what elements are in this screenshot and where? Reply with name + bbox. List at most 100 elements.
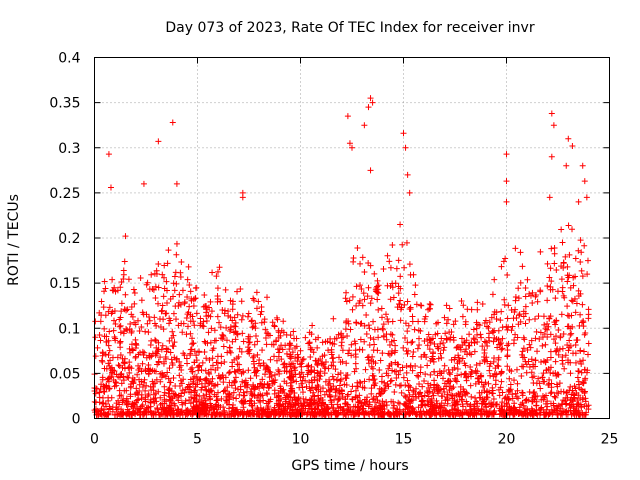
data-point — [198, 367, 205, 374]
data-point — [277, 385, 284, 392]
data-point — [97, 318, 104, 325]
data-point — [452, 318, 459, 325]
data-point — [232, 374, 239, 381]
data-point — [203, 317, 210, 324]
data-point — [395, 290, 402, 297]
data-point — [256, 356, 263, 363]
data-point — [288, 367, 295, 374]
data-point — [218, 335, 225, 342]
data-point — [265, 384, 272, 391]
data-point — [351, 368, 358, 375]
data-point — [491, 354, 498, 361]
data-point — [440, 347, 447, 354]
data-point — [155, 339, 162, 346]
data-point — [518, 351, 525, 358]
data-point — [189, 335, 196, 342]
data-point — [225, 370, 232, 377]
data-point — [253, 305, 260, 312]
data-point — [194, 381, 201, 388]
data-point — [579, 394, 586, 401]
data-point — [184, 410, 191, 417]
data-point — [152, 295, 159, 302]
data-point — [559, 360, 566, 367]
data-point — [125, 276, 132, 283]
data-point — [480, 383, 487, 390]
data-point — [156, 316, 163, 323]
data-point — [240, 389, 247, 396]
data-point — [370, 318, 377, 325]
data-point — [446, 329, 453, 336]
data-point — [524, 346, 531, 353]
data-point — [407, 362, 414, 369]
data-point — [445, 366, 452, 373]
data-point — [499, 399, 506, 406]
data-point — [454, 365, 461, 372]
data-point — [339, 347, 346, 354]
data-point — [283, 331, 290, 338]
data-point — [546, 380, 553, 387]
data-point — [506, 375, 513, 382]
data-point — [254, 338, 261, 345]
data-point — [191, 322, 198, 329]
data-point — [517, 249, 524, 256]
data-point — [419, 397, 426, 404]
data-point — [361, 378, 368, 385]
data-point — [406, 391, 413, 398]
data-point — [152, 336, 159, 343]
data-point — [413, 301, 420, 308]
data-point — [196, 349, 203, 356]
data-point — [258, 308, 265, 315]
data-point — [320, 399, 327, 406]
data-point — [254, 394, 261, 401]
data-point — [376, 399, 383, 406]
data-point — [175, 397, 182, 404]
data-point — [416, 341, 423, 348]
data-point — [437, 340, 444, 347]
data-point — [297, 374, 304, 381]
data-point — [350, 258, 357, 265]
data-point — [214, 295, 221, 302]
data-point — [388, 360, 395, 367]
data-point — [276, 402, 283, 409]
data-point — [574, 396, 581, 403]
data-point — [385, 383, 392, 390]
data-point — [407, 271, 414, 278]
data-point — [161, 389, 168, 396]
data-point — [271, 390, 278, 397]
data-point — [486, 319, 493, 326]
data-point — [289, 397, 296, 404]
data-point — [532, 316, 539, 323]
data-point — [526, 290, 533, 297]
data-point — [481, 356, 488, 363]
data-point — [229, 301, 236, 308]
data-point — [436, 368, 443, 375]
data-point — [335, 331, 342, 338]
data-point — [166, 379, 173, 386]
data-point — [257, 398, 264, 405]
data-point — [484, 394, 491, 401]
data-point — [342, 295, 349, 302]
data-point — [520, 334, 527, 341]
data-point — [101, 288, 108, 295]
data-point — [289, 406, 296, 413]
data-point — [157, 370, 164, 377]
data-point — [207, 339, 214, 346]
data-point — [334, 411, 341, 418]
data-point — [333, 335, 340, 342]
data-point — [349, 293, 356, 300]
data-point — [231, 377, 238, 384]
data-point — [348, 352, 355, 359]
data-point — [526, 341, 533, 348]
data-point — [162, 407, 169, 414]
data-point — [327, 339, 334, 346]
data-point — [552, 295, 559, 302]
data-point — [192, 295, 199, 302]
data-point — [503, 178, 510, 185]
data-point — [284, 392, 291, 399]
data-point — [159, 307, 166, 314]
data-point — [392, 280, 399, 287]
data-point — [548, 153, 555, 160]
data-point — [308, 368, 315, 375]
data-point — [366, 376, 373, 383]
data-point — [358, 285, 365, 292]
